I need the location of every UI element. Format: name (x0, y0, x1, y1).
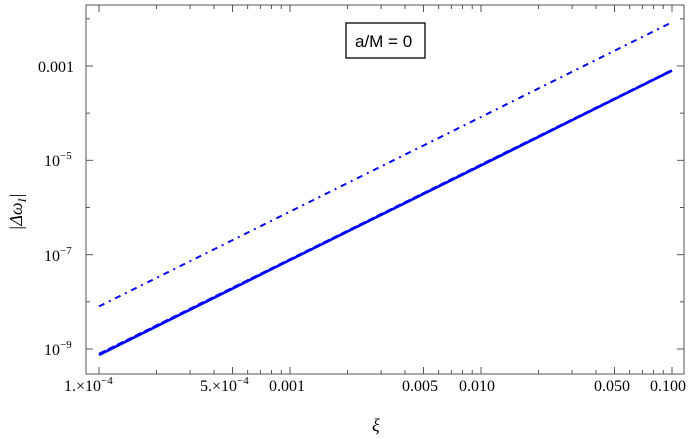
x-tick-label: 0.050 (594, 378, 630, 395)
x-axis-ticks (98, 5, 673, 374)
x-tick-label: 0.010 (459, 378, 495, 395)
legend-box: a/M = 0 (345, 22, 426, 59)
series-group (98, 21, 673, 357)
y-axis-ticks (86, 18, 684, 350)
x-tick-label: 0.005 (402, 378, 438, 395)
legend-text: a/M = 0 (355, 32, 412, 51)
x-tick-labels: 1.×10−4 5.×10−4 0.001 0.005 0.010 0.050 … (64, 375, 686, 395)
y-tick-label: 10−9 (44, 339, 72, 359)
plot-frame (85, 4, 685, 375)
series-dash-dot-line (98, 21, 673, 308)
x-tick-label: 0.001 (269, 378, 305, 395)
x-tick-label: 1.×10−4 (64, 375, 113, 395)
y-tick-label: 0.001 (38, 59, 74, 76)
series-dashed-line (98, 69, 673, 355)
y-axis-title: |ΔωI| (6, 193, 29, 230)
y-tick-labels: 0.001 10−5 10−7 10−9 (38, 59, 74, 359)
x-tick-label: 5.×10−4 (200, 375, 249, 395)
series-solid-line (98, 69, 673, 357)
x-axis-title: ξ (372, 415, 380, 435)
x-tick-label: 0.100 (650, 378, 686, 395)
y-tick-label: 10−5 (44, 150, 72, 170)
y-tick-label: 10−7 (44, 245, 72, 265)
